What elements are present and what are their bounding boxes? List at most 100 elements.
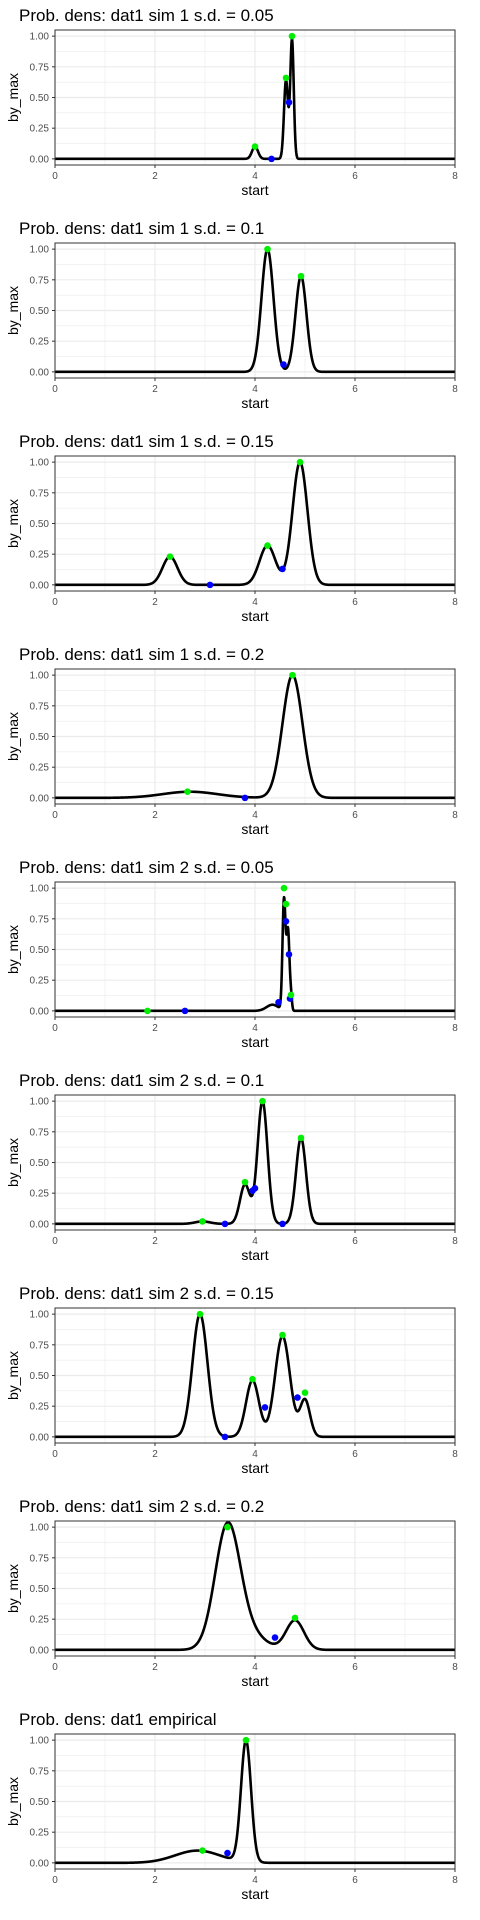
x-axis-label: start xyxy=(241,1460,268,1476)
x-tick-label: 2 xyxy=(152,597,158,608)
x-tick-label: 4 xyxy=(252,810,258,821)
x-tick-label: 2 xyxy=(152,810,158,821)
density-chart: 0 2 4 6 8 0.00 0.25 0.50 0.75 1.00 Prob. dens: dat… xyxy=(5,1497,458,1689)
density-chart: 0 2 4 6 8 0.00 0.25 0.50 0.75 1.00 Prob. dens: dat… xyxy=(5,1284,458,1476)
valley-point xyxy=(285,951,293,958)
x-tick-label: 8 xyxy=(452,1023,458,1034)
y-axis-label: by_max xyxy=(5,1138,21,1187)
x-tick-label: 2 xyxy=(152,384,158,395)
x-tick-label: 2 xyxy=(152,1236,158,1247)
y-tick-label: 0.25 xyxy=(30,976,50,987)
y-tick-label: 0.50 xyxy=(30,1797,50,1808)
y-tick-label: 0.00 xyxy=(30,580,50,591)
peak-point xyxy=(287,991,295,999)
x-tick-label: 4 xyxy=(252,1449,258,1460)
y-tick-label: 0.75 xyxy=(30,1766,50,1777)
peak-point xyxy=(166,553,174,560)
x-tick-label: 0 xyxy=(52,810,58,821)
peak-point xyxy=(282,74,290,82)
x-tick-label: 8 xyxy=(452,384,458,395)
valley-point xyxy=(285,99,293,106)
x-tick-label: 4 xyxy=(252,597,258,608)
y-tick-label: 0.75 xyxy=(30,1127,50,1138)
chart-title: Prob. dens: dat1 sim 2 s.d. = 0.15 xyxy=(19,1284,274,1303)
x-tick-label: 0 xyxy=(52,1023,58,1034)
chart-title: Prob. dens: dat1 sim 1 s.d. = 0.1 xyxy=(19,219,264,238)
x-tick-label: 8 xyxy=(452,1662,458,1673)
y-tick-label: 0.75 xyxy=(30,914,50,925)
x-axis-label: start xyxy=(241,1034,268,1050)
y-tick-label: 0.50 xyxy=(30,1371,50,1382)
peak-point xyxy=(241,1178,249,1186)
density-chart: 0 2 4 6 8 0.00 0.25 0.50 0.75 1.00 Prob. dens: dat… xyxy=(5,219,458,411)
y-axis-label: by_max xyxy=(5,1564,21,1613)
y-axis-label: by_max xyxy=(5,1777,21,1826)
peak-point xyxy=(282,900,290,908)
y-tick-label: 1.00 xyxy=(30,245,50,256)
y-tick-label: 0.50 xyxy=(30,1158,50,1169)
x-tick-label: 2 xyxy=(152,1662,158,1673)
y-tick-label: 0.00 xyxy=(30,1219,50,1230)
x-tick-label: 4 xyxy=(252,1875,258,1886)
x-axis-label: start xyxy=(241,1673,268,1689)
peak-point xyxy=(288,32,296,40)
valley-point xyxy=(275,998,282,1006)
x-tick-label: 8 xyxy=(452,810,458,821)
valley-point xyxy=(224,1849,231,1857)
x-tick-label: 8 xyxy=(452,1236,458,1247)
y-tick-label: 1.00 xyxy=(30,1736,50,1747)
density-chart: 0 2 4 6 8 0.00 0.25 0.50 0.75 1.00 Prob. dens: dat… xyxy=(5,858,458,1050)
valley-point xyxy=(221,1433,229,1441)
valley-point xyxy=(279,1220,286,1228)
x-tick-label: 4 xyxy=(252,384,258,395)
x-tick-label: 6 xyxy=(352,810,358,821)
peak-point xyxy=(196,1310,204,1318)
y-tick-label: 0.50 xyxy=(30,1584,50,1595)
chart-title: Prob. dens: dat1 sim 2 s.d. = 0.1 xyxy=(19,1071,264,1090)
y-tick-label: 0.75 xyxy=(30,1553,50,1564)
peak-point xyxy=(249,1375,256,1383)
y-tick-label: 0.75 xyxy=(30,275,50,286)
y-tick-label: 0.25 xyxy=(30,124,50,135)
x-tick-label: 6 xyxy=(352,1662,358,1673)
y-tick-label: 0.25 xyxy=(30,1402,50,1413)
y-tick-label: 0.25 xyxy=(30,1189,50,1200)
x-tick-label: 4 xyxy=(252,1236,258,1247)
valley-point xyxy=(271,1634,279,1641)
x-tick-label: 6 xyxy=(352,1449,358,1460)
y-tick-label: 0.75 xyxy=(30,488,50,499)
y-tick-label: 0.00 xyxy=(30,1432,50,1443)
x-tick-label: 8 xyxy=(452,171,458,182)
x-tick-label: 0 xyxy=(52,1236,58,1247)
y-tick-label: 0.50 xyxy=(30,306,50,317)
peak-point xyxy=(264,542,271,549)
y-tick-label: 0.25 xyxy=(30,1615,50,1626)
peak-point xyxy=(297,272,305,280)
valley-point xyxy=(279,565,286,573)
x-tick-label: 2 xyxy=(152,171,158,182)
density-curve xyxy=(53,1520,457,1652)
x-tick-label: 6 xyxy=(352,384,358,395)
density-chart: 0 2 4 6 8 0.00 0.25 0.50 0.75 1.00 Prob. dens: dat… xyxy=(5,6,458,198)
valley-point xyxy=(261,1404,269,1411)
density-curve xyxy=(53,895,457,1013)
y-axis-label: by_max xyxy=(5,499,21,548)
density-chart: 0 2 4 6 8 0.00 0.25 0.50 0.75 1.00 Prob. dens: dat… xyxy=(5,432,458,624)
y-tick-label: 0.00 xyxy=(30,1645,50,1656)
chart-title: Prob. dens: dat1 sim 1 s.d. = 0.2 xyxy=(19,645,264,664)
valley-point xyxy=(268,155,275,163)
x-tick-label: 0 xyxy=(52,384,58,395)
density-chart: 0 2 4 6 8 0.00 0.25 0.50 0.75 1.00 Prob. dens: dat… xyxy=(5,1071,458,1263)
y-axis-label: by_max xyxy=(5,1351,21,1400)
x-axis-label: start xyxy=(241,395,268,411)
peak-point xyxy=(184,788,191,796)
peak-point xyxy=(259,1097,266,1105)
y-axis-label: by_max xyxy=(5,925,21,974)
chart-title: Prob. dens: dat1 sim 1 s.d. = 0.15 xyxy=(19,432,274,451)
x-tick-label: 8 xyxy=(452,1875,458,1886)
y-tick-label: 0.25 xyxy=(30,337,50,348)
y-tick-label: 0.75 xyxy=(30,1340,50,1351)
x-tick-label: 2 xyxy=(152,1023,158,1034)
x-tick-label: 6 xyxy=(352,171,358,182)
